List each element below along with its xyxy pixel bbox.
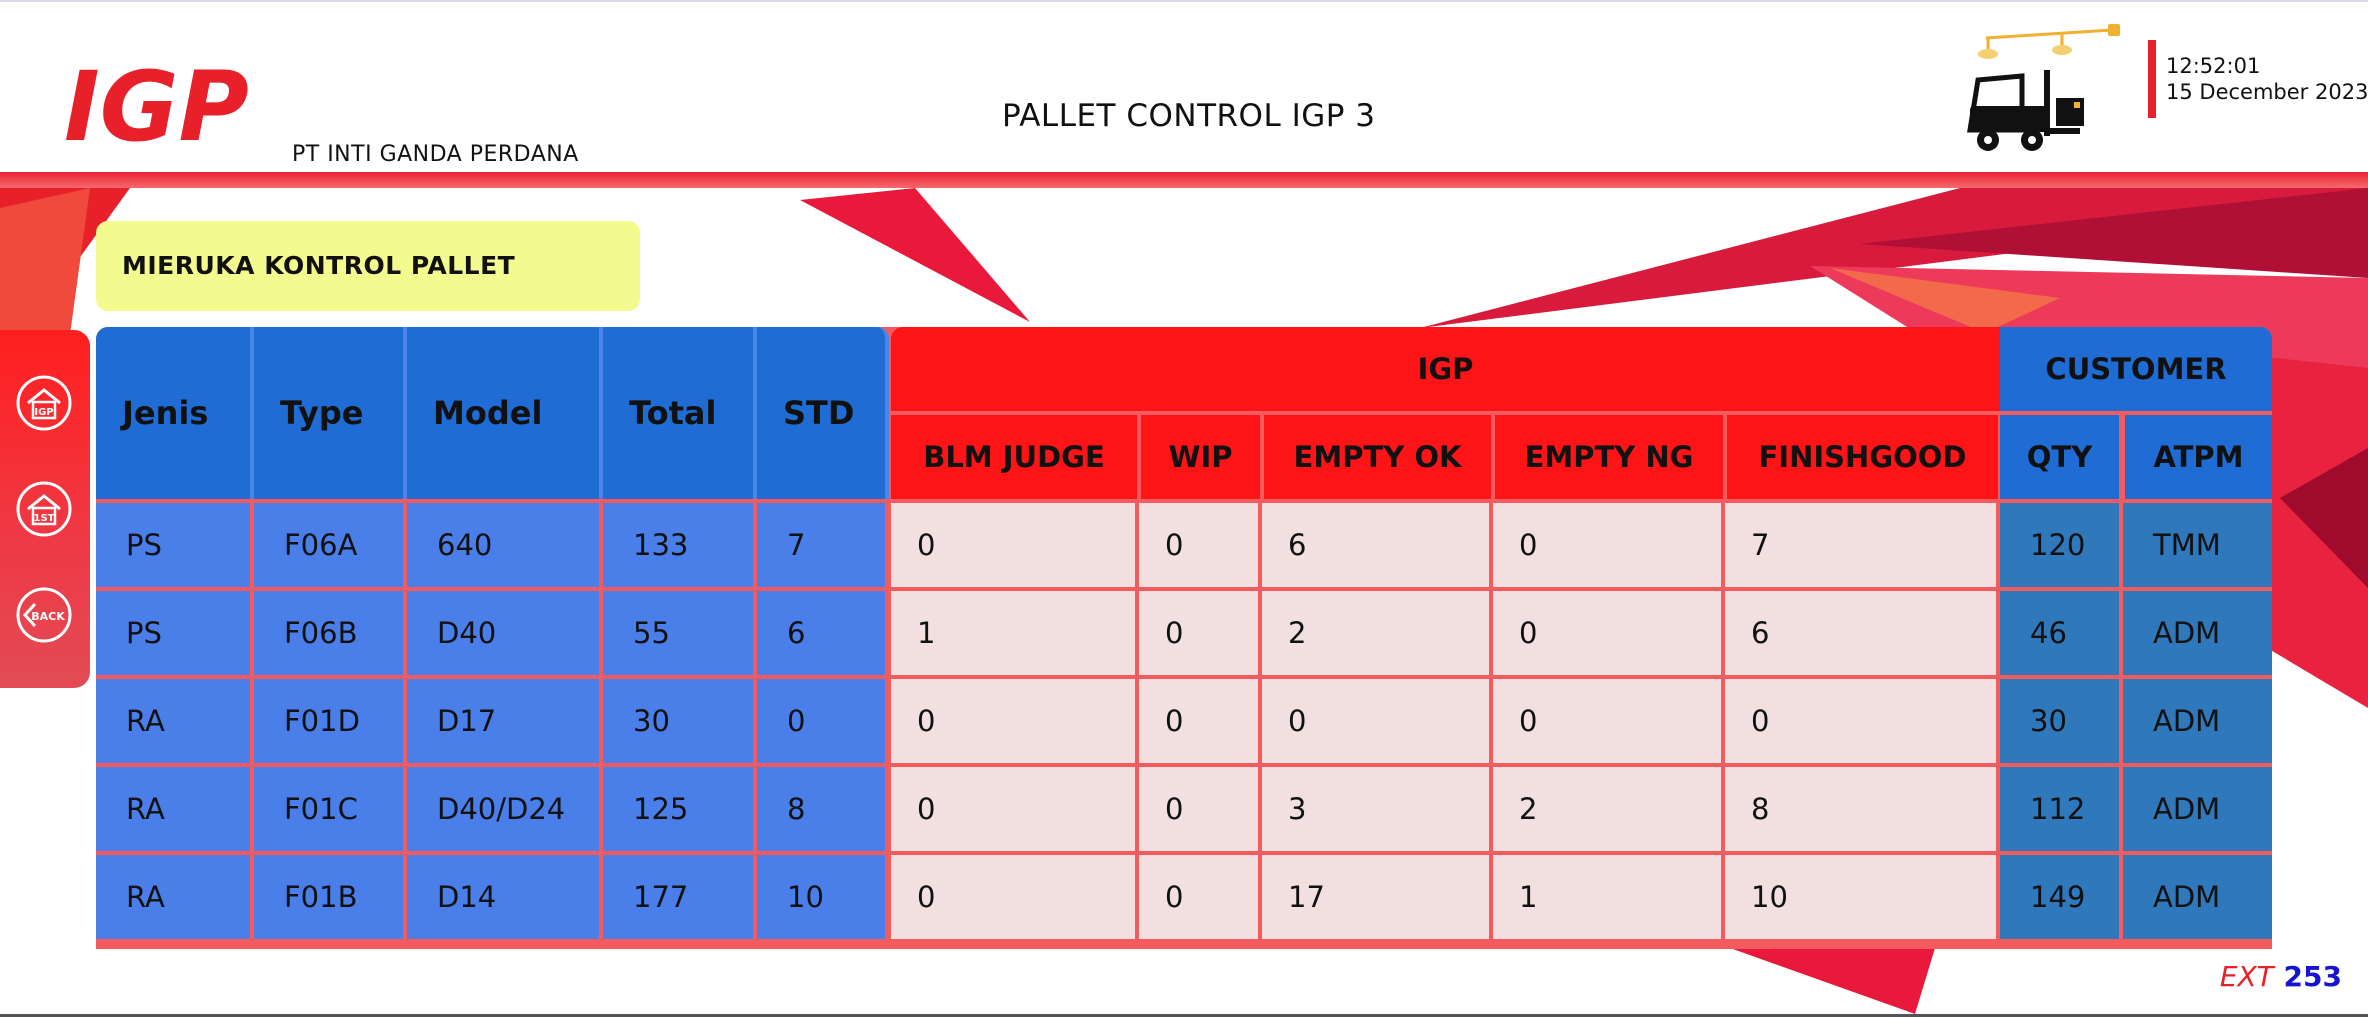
table-cell: PS [96, 591, 250, 675]
clock-divider [2148, 40, 2156, 118]
table-cell: 0 [891, 503, 1135, 587]
table-cell: RA [96, 855, 250, 939]
table-cell: 46 [2000, 591, 2119, 675]
column-header: WIP [1141, 415, 1260, 499]
table-cell: 10 [757, 855, 885, 939]
table-cell: 30 [603, 679, 753, 763]
table-cell: 133 [603, 503, 753, 587]
table-cell: 6 [1262, 503, 1489, 587]
table-cell: D14 [407, 855, 599, 939]
column-header: BLM JUDGE [891, 415, 1137, 499]
forklift-icon [1967, 24, 2120, 151]
table-cell: 112 [2000, 767, 2119, 851]
table-cell: 0 [1139, 767, 1258, 851]
table-cell: 0 [1139, 591, 1258, 675]
clock-date: 15 December 2023 [2166, 80, 2368, 104]
table-cell: 7 [1725, 503, 1996, 587]
side-nav: IGP 1ST BACK [0, 330, 90, 688]
table-cell: ADM [2123, 591, 2272, 675]
ext-label: EXT [2219, 960, 2274, 993]
column-header: ATPM [2125, 415, 2272, 499]
table-cell: 10 [1725, 855, 1996, 939]
table-cell: F06A [254, 503, 403, 587]
extension-indicator: EXT 253 [2220, 960, 2342, 993]
table-cell: F01D [254, 679, 403, 763]
table-cell: ADM [2123, 679, 2272, 763]
table-cell: F06B [254, 591, 403, 675]
svg-text:1ST: 1ST [34, 513, 55, 524]
svg-text:BACK: BACK [31, 610, 65, 623]
table-cell: 0 [1139, 503, 1258, 587]
column-header: Jenis [96, 327, 254, 499]
column-header: Type [254, 327, 407, 499]
table-cell: 1 [891, 591, 1135, 675]
table-cell: D40/D24 [407, 767, 599, 851]
table-cell: 0 [757, 679, 885, 763]
company-name: PT INTI GANDA PERDANA [292, 142, 579, 167]
table-cell: RA [96, 679, 250, 763]
table-cell: TMM [2123, 503, 2272, 587]
table-cell: 149 [2000, 855, 2119, 939]
table-cell: 125 [603, 767, 753, 851]
table-cell: 8 [1725, 767, 1996, 851]
table-cell: 640 [407, 503, 599, 587]
ext-number: 253 [2283, 960, 2342, 993]
table-cell: 0 [1493, 503, 1721, 587]
table-cell: 3 [1262, 767, 1489, 851]
header-accent-band [0, 172, 2368, 188]
bottom-border [0, 1014, 2368, 1017]
table-cell: 6 [1725, 591, 1996, 675]
table-cell: 0 [1493, 591, 1721, 675]
table-cell: 0 [1139, 679, 1258, 763]
section-label: MIERUKA KONTROL PALLET [96, 221, 640, 311]
table-cell: 17 [1262, 855, 1489, 939]
table-cell: F01B [254, 855, 403, 939]
table-cell: 7 [757, 503, 885, 587]
column-header: STD [757, 327, 889, 499]
column-header: Total [603, 327, 757, 499]
column-header: Model [407, 327, 603, 499]
table-cell: 0 [1262, 679, 1489, 763]
table-cell: 8 [757, 767, 885, 851]
igp-logo: IGP [64, 52, 249, 152]
table-cell: 0 [1725, 679, 1996, 763]
page-title: PALLET CONTROL IGP 3 [1002, 98, 1376, 134]
igp-group-header: IGP [891, 327, 2000, 411]
table-cell: 1 [1493, 855, 1721, 939]
column-header: QTY [2000, 415, 2119, 499]
app-header: IGP PT INTI GANDA PERDANA PALLET CONTROL… [0, 0, 2368, 172]
column-header: FINISHGOOD [1727, 415, 1998, 499]
table-cell: PS [96, 503, 250, 587]
table-cell: F01C [254, 767, 403, 851]
svg-text:IGP: IGP [34, 407, 53, 418]
table-cell: 30 [2000, 679, 2119, 763]
table-cell: 0 [891, 679, 1135, 763]
table-cell: 0 [1493, 679, 1721, 763]
customer-group-header: CUSTOMER [2000, 327, 2272, 411]
clock-time: 12:52:01 [2166, 54, 2261, 78]
table-cell: 6 [757, 591, 885, 675]
table-cell: 2 [1262, 591, 1489, 675]
table-cell: D40 [407, 591, 599, 675]
svg-text:IGP: IGP [64, 52, 249, 152]
table-cell: 55 [603, 591, 753, 675]
pallet-table: Jenis Type Model Total STD IGP BLM JUDGE WIP EMP… [96, 327, 2272, 949]
igp-home-icon[interactable]: IGP [15, 374, 73, 432]
table-cell: ADM [2123, 767, 2272, 851]
table-cell: D17 [407, 679, 599, 763]
back-icon[interactable]: BACK [15, 586, 73, 644]
table-cell: 120 [2000, 503, 2119, 587]
table-cell: 2 [1493, 767, 1721, 851]
table-cell: 0 [891, 767, 1135, 851]
table-cell: 0 [891, 855, 1135, 939]
column-header: EMPTY OK [1264, 415, 1491, 499]
table-cell: RA [96, 767, 250, 851]
first-home-icon[interactable]: 1ST [15, 480, 73, 538]
table-cell: ADM [2123, 855, 2272, 939]
column-header: EMPTY NG [1495, 415, 1723, 499]
table-cell: 0 [1139, 855, 1258, 939]
table-cell: 177 [603, 855, 753, 939]
